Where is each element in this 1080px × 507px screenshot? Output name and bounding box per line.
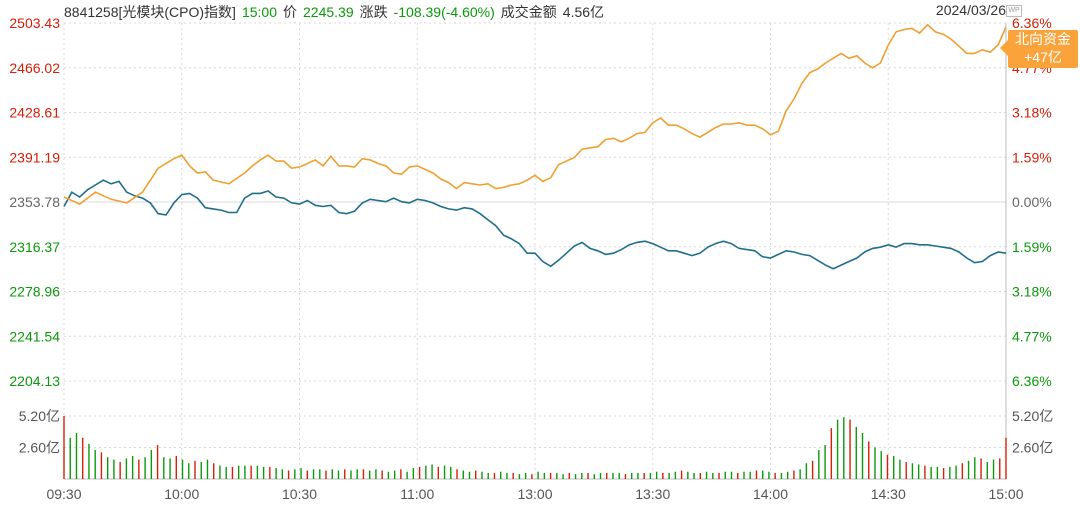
x-tick-label: 14:00 xyxy=(753,486,788,502)
x-tick-label: 13:30 xyxy=(635,486,670,502)
y-left-tick-label: 2241.54 xyxy=(9,328,60,344)
series-line xyxy=(63,23,1007,206)
volume-left-label: 2.60亿 xyxy=(19,440,60,456)
turnover-value: 4.56亿 xyxy=(562,4,605,20)
y-left-tick-label: 2353.78 xyxy=(9,194,60,210)
x-tick-label: 11:00 xyxy=(400,486,434,502)
y-left-tick-label: 2316.37 xyxy=(9,239,60,255)
y-right-tick-label: 3.18% xyxy=(1012,105,1052,121)
y-left-tick-label: 2391.19 xyxy=(9,149,60,165)
volume-left-label: 5.20亿 xyxy=(19,408,60,424)
series-line xyxy=(63,179,1007,270)
x-tick-label: 10:00 xyxy=(164,486,199,502)
x-tick-label: 09:30 xyxy=(46,486,81,502)
change-value: -108.39(-4.60%) xyxy=(393,4,495,20)
turnover-label: 成交金额 xyxy=(500,4,557,20)
y-right-tick-label: 1.59% xyxy=(1012,149,1052,165)
x-tick-label: 13:00 xyxy=(517,486,552,502)
volume-right-label: 2.60亿 xyxy=(1012,440,1053,456)
y-left-tick-label: 2428.61 xyxy=(9,105,60,121)
x-tick-label: 10:30 xyxy=(282,486,317,502)
volume-right-label: 5.20亿 xyxy=(1012,408,1053,424)
time-value: 15:00 xyxy=(241,4,277,20)
y-right-tick-label: 6.36% xyxy=(1012,373,1052,389)
northbound-badge-title: 北向资金 xyxy=(1015,31,1071,47)
y-right-tick-label: 0.00% xyxy=(1012,194,1052,210)
northbound-badge-value: +47亿 xyxy=(1024,49,1062,65)
x-tick-label: 15:00 xyxy=(988,486,1023,502)
y-left-tick-label: 2503.43 xyxy=(9,15,60,31)
y-right-tick-label: 3.18% xyxy=(1012,284,1052,300)
y-right-tick-label: 6.36% xyxy=(1012,15,1052,31)
watermark-logo: WP xyxy=(1006,5,1022,17)
price-value: 2245.39 xyxy=(303,4,354,20)
change-label: 涨跌 xyxy=(359,4,388,20)
y-left-tick-label: 2466.02 xyxy=(9,60,60,76)
y-left-tick-label: 2278.96 xyxy=(9,284,60,300)
chart-header: 8841258[光模块(CPO)指数] 15:00 价 2245.39 涨跌 -108.3… xyxy=(64,2,610,22)
y-right-tick-label: 4.77% xyxy=(1012,328,1052,344)
price-label: 价 xyxy=(283,4,297,20)
northbound-badge: 北向资金 +47亿 xyxy=(1000,30,1078,68)
y-left-tick-label: 2204.13 xyxy=(9,373,60,389)
index-name: 8841258[光模块(CPO)指数] xyxy=(64,4,236,20)
x-tick-label: 14:30 xyxy=(871,486,906,502)
chart-date: 2024/03/26 xyxy=(935,2,1006,18)
y-right-tick-label: 1.59% xyxy=(1012,239,1052,255)
